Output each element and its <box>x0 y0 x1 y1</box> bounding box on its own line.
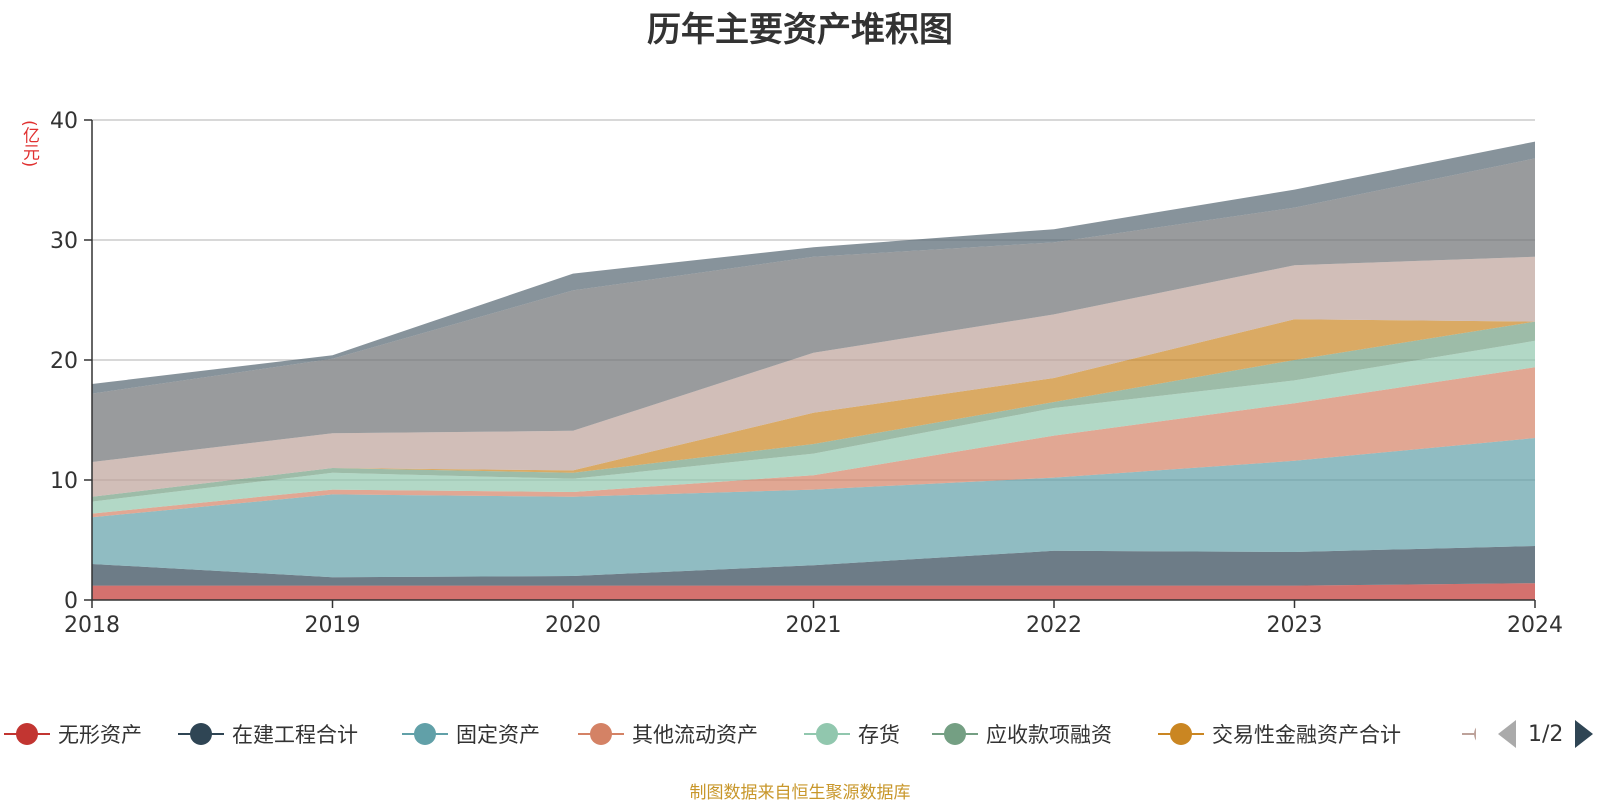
legend-item[interactable]: 交易性金融资产合计 <box>1158 716 1401 752</box>
data-source-note: 制图数据来自恒生聚源数据库 <box>689 783 911 803</box>
area-series <box>92 141 1535 600</box>
legend-item[interactable]: 应收款项融资 <box>932 716 1112 752</box>
legend-item[interactable]: 在建工程合计 <box>178 716 358 752</box>
legend-item-clipped <box>1462 716 1476 752</box>
area-其他流动资产 <box>92 367 1535 518</box>
legend-label: 无形资产 <box>58 723 142 747</box>
area-应收票据及应收账款 <box>92 158 1535 462</box>
x-tick-label: 2024 <box>1507 613 1563 638</box>
legend-label: 其他流动资产 <box>632 723 758 747</box>
legend-pager: 1/2 <box>1498 716 1594 752</box>
x-tick-label: 2019 <box>305 613 361 638</box>
area-交易性金融资产合计 <box>92 319 1535 497</box>
legend-label: 交易性金融资产合计 <box>1212 723 1401 747</box>
legend-item[interactable]: 固定资产 <box>402 716 540 752</box>
x-tick-label: 2020 <box>545 613 601 638</box>
legend-marker-icon <box>4 716 50 752</box>
x-tick-label: 2023 <box>1267 613 1323 638</box>
legend-next-page-icon[interactable] <box>1575 720 1594 748</box>
legend-label: 固定资产 <box>456 723 540 747</box>
y-tick-label: 40 <box>50 109 78 134</box>
axes <box>84 119 1536 608</box>
y-tick-label: 10 <box>50 469 78 494</box>
legend-prev-page-icon[interactable] <box>1498 720 1516 748</box>
legend-label: 在建工程合计 <box>232 723 358 747</box>
area-无形资产 <box>92 583 1535 600</box>
legend-marker-icon <box>402 716 448 752</box>
legend-marker-icon <box>178 716 224 752</box>
legend: 无形资产 在建工程合计 固定资产 其他流动资产 存货 应收款项融资 交易性金融资产合计 <box>0 716 1600 752</box>
x-tick-label: 2022 <box>1026 613 1082 638</box>
area-合同资产 <box>92 141 1535 394</box>
x-tick-label: 2018 <box>64 613 120 638</box>
area-在建工程合计 <box>92 546 1535 586</box>
legend-marker-icon <box>578 716 624 752</box>
area-固定资产 <box>92 438 1535 578</box>
y-tick-label: 20 <box>50 349 78 374</box>
legend-marker-icon <box>804 716 850 752</box>
y-tick-label: 30 <box>50 229 78 254</box>
legend-page-indicator: 1/2 <box>1528 721 1564 747</box>
legend-label: 应收款项融资 <box>986 723 1112 747</box>
legend-label: 存货 <box>858 723 900 747</box>
legend-item[interactable]: 无形资产 <box>4 716 142 752</box>
area-应收款项融资 <box>92 321 1535 502</box>
legend-marker-icon <box>1158 716 1204 752</box>
x-tick-label: 2021 <box>786 613 842 638</box>
tick-labels: 0 10 20 30 40 2018 2019 2020 2021 2022 2023 2024 <box>50 109 1563 638</box>
area-存货 <box>92 340 1535 514</box>
area-货币资金 <box>92 256 1535 497</box>
legend-item[interactable]: 存货 <box>804 716 900 752</box>
legend-marker-icon <box>932 716 978 752</box>
y-axis-unit-label: (亿元) <box>19 120 39 168</box>
y-tick-label: 0 <box>64 589 78 614</box>
legend-marker-icon <box>1462 716 1476 752</box>
chart-title: 历年主要资产堆积图 <box>647 10 953 50</box>
legend-item[interactable]: 其他流动资产 <box>578 716 758 752</box>
